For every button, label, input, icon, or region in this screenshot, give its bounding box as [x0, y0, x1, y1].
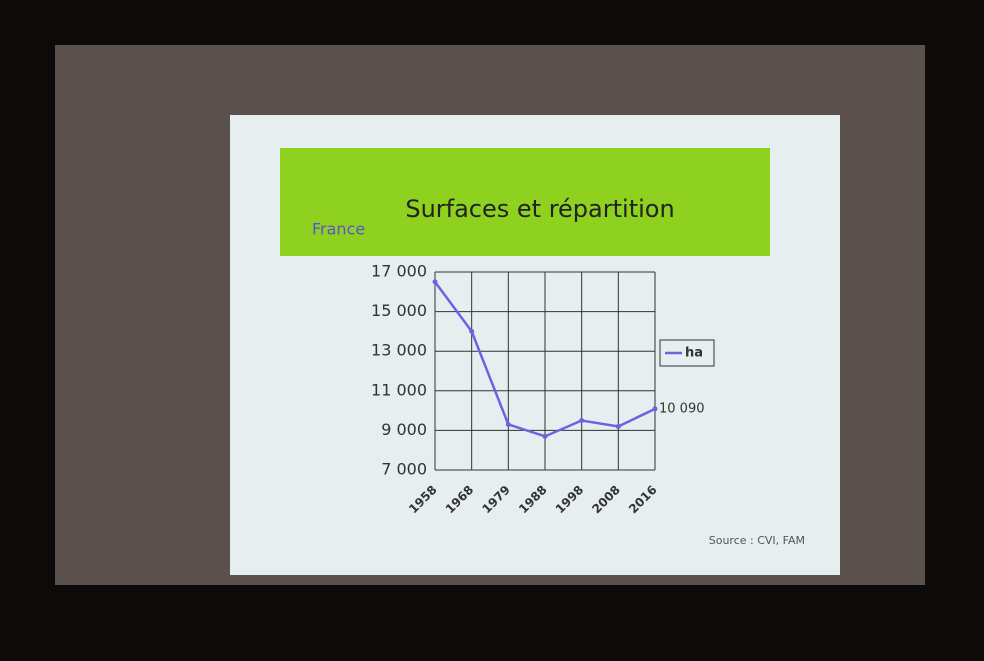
- data-label: 10 090: [659, 401, 705, 416]
- y-tick-label: 17 000: [371, 262, 427, 281]
- y-tick-label: 13 000: [371, 341, 427, 360]
- photo: Surfaces et répartition France Source : …: [0, 0, 984, 661]
- data-point: [469, 329, 474, 334]
- data-point: [579, 418, 584, 423]
- y-tick-label: 9 000: [381, 420, 427, 439]
- y-tick-label: 11 000: [371, 380, 427, 399]
- legend-label: ha: [685, 346, 703, 361]
- data-point: [653, 406, 658, 411]
- data-point: [506, 422, 511, 427]
- chart-title: Surfaces et répartition: [405, 195, 674, 223]
- data-point: [543, 434, 548, 439]
- source-note: Source : CVI, FAM: [709, 534, 805, 547]
- data-point: [433, 279, 438, 284]
- y-tick-label: 7 000: [381, 460, 427, 479]
- data-point: [616, 424, 621, 429]
- chart-subtitle: France: [312, 220, 365, 239]
- y-tick-label: 15 000: [371, 301, 427, 320]
